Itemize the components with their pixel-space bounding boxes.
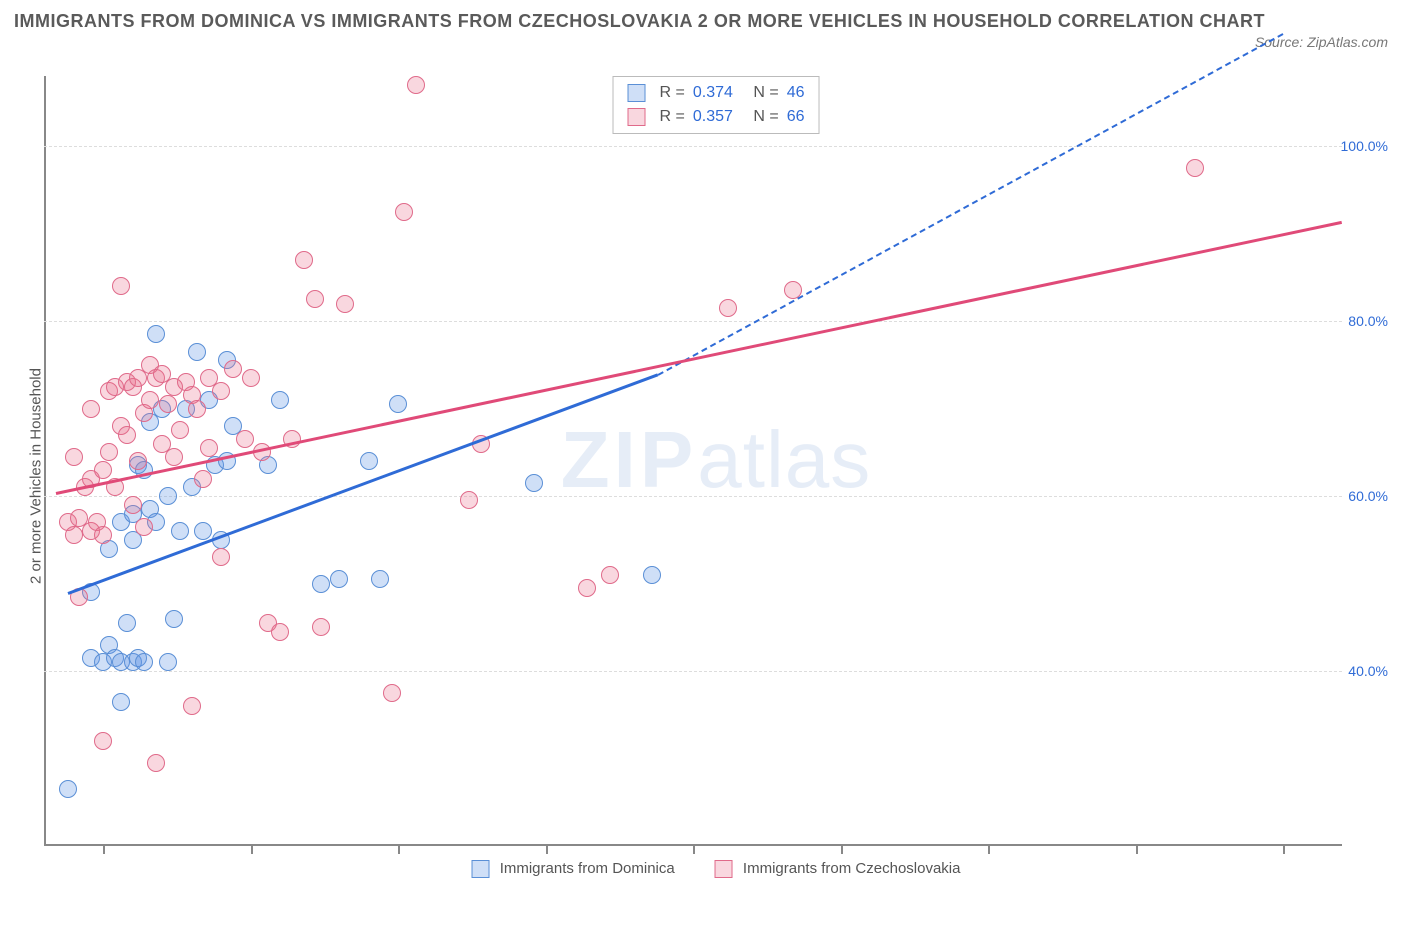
scatter-point-czechoslovakia	[135, 518, 153, 536]
scatter-point-czechoslovakia	[271, 623, 289, 641]
scatter-point-dominica	[118, 614, 136, 632]
swatch-czech	[715, 860, 733, 878]
y-axis-label: 2 or more Vehicles in Household	[28, 368, 45, 584]
scatter-point-czechoslovakia	[407, 76, 425, 94]
legend-item-dominica: Immigrants from Dominica	[472, 860, 675, 878]
scatter-point-czechoslovakia	[236, 430, 254, 448]
scatter-point-czechoslovakia	[224, 360, 242, 378]
scatter-point-czechoslovakia	[242, 369, 260, 387]
scatter-point-czechoslovakia	[212, 382, 230, 400]
scatter-point-czechoslovakia	[118, 426, 136, 444]
scatter-point-czechoslovakia	[165, 448, 183, 466]
scatter-point-czechoslovakia	[183, 697, 201, 715]
scatter-point-czechoslovakia	[188, 400, 206, 418]
scatter-point-czechoslovakia	[94, 732, 112, 750]
correlation-row-czech: R = 0.357 N = 66	[628, 105, 805, 129]
scatter-point-dominica	[643, 566, 661, 584]
xtick	[988, 846, 990, 854]
swatch-dominica	[472, 860, 490, 878]
scatter-point-czechoslovakia	[82, 400, 100, 418]
chart-title: IMMIGRANTS FROM DOMINICA VS IMMIGRANTS F…	[14, 8, 1266, 35]
swatch-dominica	[628, 84, 646, 102]
xtick	[103, 846, 105, 854]
xtick	[398, 846, 400, 854]
scatter-point-dominica	[135, 653, 153, 671]
gridline	[44, 496, 1342, 497]
series-legend: Immigrants from Dominica Immigrants from…	[472, 860, 961, 878]
scatter-point-dominica	[159, 487, 177, 505]
scatter-point-czechoslovakia	[65, 526, 83, 544]
scatter-point-czechoslovakia	[306, 290, 324, 308]
xtick	[1283, 846, 1285, 854]
xtick	[251, 846, 253, 854]
scatter-point-czechoslovakia	[460, 491, 478, 509]
legend-item-czech: Immigrants from Czechoslovakia	[715, 860, 961, 878]
ytick-label: 100.0%	[1341, 138, 1388, 154]
xtick	[693, 846, 695, 854]
scatter-point-czechoslovakia	[112, 277, 130, 295]
scatter-point-dominica	[194, 522, 212, 540]
scatter-point-dominica	[271, 391, 289, 409]
xtick	[841, 846, 843, 854]
scatter-point-czechoslovakia	[336, 295, 354, 313]
scatter-point-czechoslovakia	[194, 470, 212, 488]
trendline	[55, 220, 1342, 494]
scatter-point-czechoslovakia	[171, 421, 189, 439]
scatter-point-dominica	[147, 325, 165, 343]
gridline	[44, 321, 1342, 322]
scatter-point-dominica	[112, 693, 130, 711]
scatter-point-dominica	[312, 575, 330, 593]
scatter-point-czechoslovakia	[295, 251, 313, 269]
scatter-point-czechoslovakia	[124, 496, 142, 514]
scatter-point-dominica	[389, 395, 407, 413]
scatter-point-czechoslovakia	[65, 448, 83, 466]
scatter-point-dominica	[159, 653, 177, 671]
scatter-point-czechoslovakia	[578, 579, 596, 597]
scatter-point-dominica	[188, 343, 206, 361]
scatter-point-czechoslovakia	[312, 618, 330, 636]
gridline	[44, 671, 1342, 672]
scatter-point-czechoslovakia	[141, 391, 159, 409]
ytick-label: 40.0%	[1348, 663, 1388, 679]
scatter-point-dominica	[360, 452, 378, 470]
scatter-point-dominica	[171, 522, 189, 540]
watermark: ZIPatlas	[561, 414, 871, 506]
chart-plot-area: ZIPatlas 2 or more Vehicles in Household…	[44, 76, 1388, 876]
scatter-point-czechoslovakia	[200, 439, 218, 457]
scatter-point-czechoslovakia	[94, 461, 112, 479]
correlation-row-dominica: R = 0.374 N = 46	[628, 81, 805, 105]
gridline	[44, 146, 1342, 147]
scatter-point-czechoslovakia	[159, 395, 177, 413]
scatter-point-dominica	[330, 570, 348, 588]
scatter-point-czechoslovakia	[601, 566, 619, 584]
scatter-point-czechoslovakia	[1186, 159, 1204, 177]
swatch-czech	[628, 108, 646, 126]
correlation-legend: R = 0.374 N = 46 R = 0.357 N = 66	[613, 76, 820, 134]
scatter-point-czechoslovakia	[129, 452, 147, 470]
scatter-point-czechoslovakia	[100, 443, 118, 461]
xtick	[1136, 846, 1138, 854]
scatter-point-dominica	[525, 474, 543, 492]
scatter-point-dominica	[59, 780, 77, 798]
xtick	[546, 846, 548, 854]
scatter-point-czechoslovakia	[383, 684, 401, 702]
ytick-label: 60.0%	[1348, 488, 1388, 504]
scatter-point-czechoslovakia	[212, 548, 230, 566]
scatter-point-czechoslovakia	[719, 299, 737, 317]
y-axis-line	[44, 76, 46, 846]
scatter-point-czechoslovakia	[94, 526, 112, 544]
scatter-point-dominica	[165, 610, 183, 628]
scatter-point-czechoslovakia	[395, 203, 413, 221]
scatter-point-czechoslovakia	[147, 754, 165, 772]
ytick-label: 80.0%	[1348, 313, 1388, 329]
scatter-point-dominica	[371, 570, 389, 588]
